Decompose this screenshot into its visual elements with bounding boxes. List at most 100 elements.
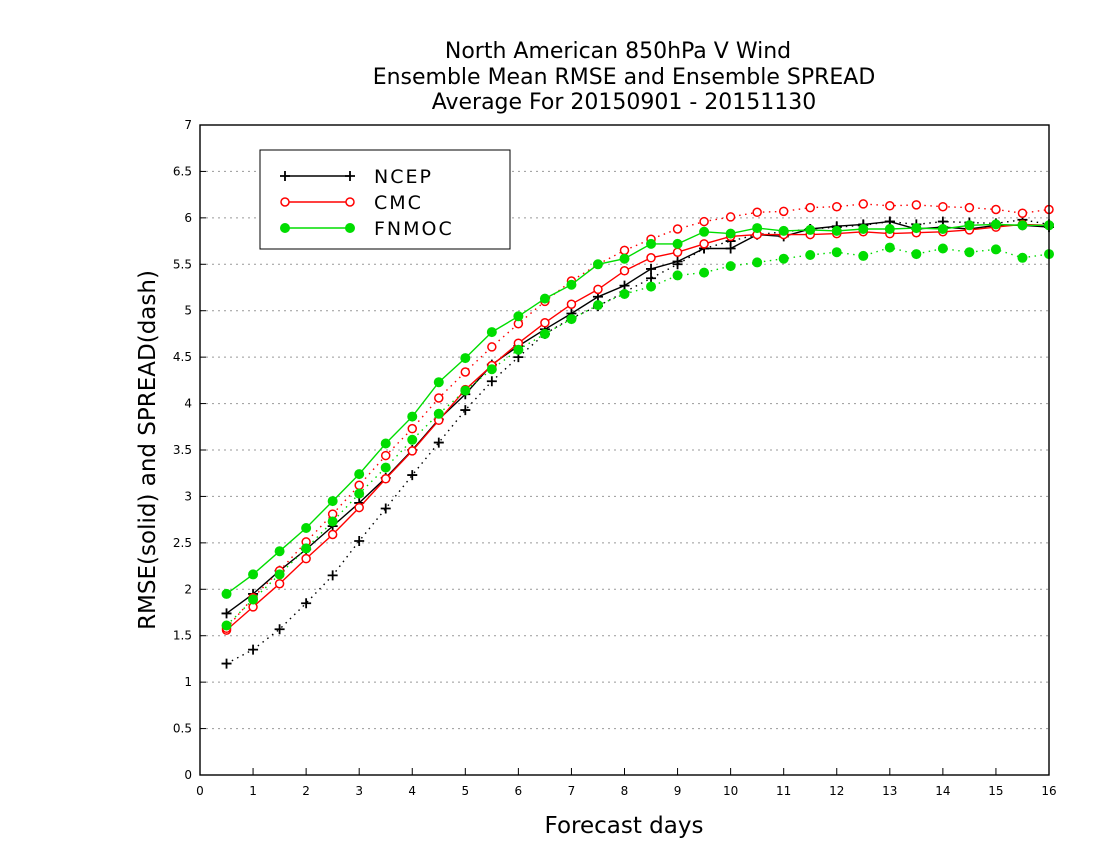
point-cmc-spread-25 [885,201,895,211]
point-fnmoc-spread-8 [433,408,444,419]
line-fnmoc-spread [226,246,1050,627]
point-fnmoc-spread-29 [990,244,1001,255]
y-tick-label-9: 4.5 [173,350,192,364]
y-tick-label-10: 5 [184,304,192,318]
point-ncep-spread-6 [380,503,391,514]
point-fnmoc-spread-26 [911,249,922,260]
point-fnmoc-rmse-9 [460,353,471,364]
point-cmc-rmse-16 [646,253,656,263]
point-fnmoc-rmse-19 [725,228,736,239]
point-fnmoc-spread-28 [964,247,975,258]
point-ncep-spread-7 [407,470,418,481]
point-cmc-spread-20 [752,207,762,218]
point-fnmoc-rmse-18 [699,226,710,237]
y-tick-label-11: 5.5 [173,257,192,271]
x-tick-label-5: 5 [461,784,469,798]
point-cmc-spread-7 [407,423,417,434]
point-cmc-rmse-2 [274,578,285,589]
line-cmc-spread [225,203,1050,629]
point-cmc-spread-10 [487,342,497,352]
point-ncep-rmse-16 [646,263,657,274]
legend-marker-start-cmc [280,197,290,207]
point-fnmoc-rmse-0 [221,588,232,599]
point-ncep-rmse-0 [221,608,232,619]
x-tick-label-13: 13 [882,784,897,798]
point-cmc-spread-26 [911,200,922,210]
point-fnmoc-spread-27 [937,243,948,254]
point-fnmoc-rmse-26 [911,223,922,234]
point-cmc-rmse-12 [540,318,550,328]
title-line-2: Ensemble Mean RMSE and Ensemble SPREAD [373,65,876,90]
y-axis: 0 0.5 1 1.5 2 2.5 3 3.5 4 4.5 5 5.5 6 6.5 7 [173,118,206,782]
point-cmc-spread-21 [778,206,789,217]
point-fnmoc-spread-19 [725,261,736,272]
x-tick-label-9: 9 [674,784,682,798]
y-tick-label-8: 4 [184,397,192,411]
point-fnmoc-rmse-23 [831,225,842,236]
point-fnmoc-spread-7 [407,434,418,445]
point-cmc-spread-24 [858,199,869,209]
point-fnmoc-spread-2 [274,569,285,580]
point-fnmoc-rmse-22 [805,224,816,235]
series-fnmoc-spread [221,242,1054,631]
line-cmc-rmse [226,223,1050,631]
point-ncep-spread-16 [646,273,657,284]
y-tick-label-5: 2.5 [173,536,192,550]
point-fnmoc-rmse-11 [513,311,524,322]
point-fnmoc-spread-14 [592,300,603,311]
point-cmc-spread-8 [434,393,444,403]
point-ncep-spread-5 [354,536,365,546]
point-fnmoc-spread-21 [778,253,789,264]
point-fnmoc-rmse-1 [248,569,259,580]
point-cmc-rmse-3 [301,553,311,564]
y-tick-label-6: 3 [184,489,192,503]
y-tick-label-14: 7 [184,118,192,132]
legend-marker-start-ncep [280,171,290,181]
point-fnmoc-spread-6 [380,462,391,473]
point-fnmoc-spread-3 [301,543,312,554]
x-tick-label-16: 16 [1041,784,1056,798]
legend-label-ncep: NCEP [374,166,433,188]
point-fnmoc-rmse-14 [592,259,603,270]
y-tick-label-2: 1 [184,675,192,689]
point-fnmoc-spread-0 [221,620,232,631]
x-tick-label-0: 0 [196,784,204,798]
point-fnmoc-rmse-7 [407,411,418,422]
point-fnmoc-rmse-16 [646,238,657,249]
point-fnmoc-spread-5 [354,488,365,499]
point-fnmoc-rmse-24 [858,224,869,234]
point-fnmoc-spread-9 [460,385,471,396]
legend-label-cmc: CMC [374,192,423,214]
legend-marker-end-ncep [345,171,355,181]
point-ncep-spread-2 [274,624,285,635]
point-cmc-rmse-7 [407,446,417,456]
point-cmc-spread-18 [699,216,709,227]
y-tick-label-3: 1.5 [173,629,192,643]
point-cmc-spread-17 [672,224,683,234]
point-fnmoc-rmse-25 [884,224,895,234]
point-fnmoc-rmse-8 [433,377,444,388]
y-tick-label-7: 3.5 [173,443,192,457]
line-fnmoc-rmse [226,223,1049,595]
point-fnmoc-rmse-17 [672,238,683,249]
title-line-1: North American 850hPa V Wind [445,39,791,64]
point-fnmoc-spread-30 [1017,252,1028,263]
legend-marker-end-fnmoc [345,223,355,233]
point-cmc-rmse-5 [354,502,364,513]
point-fnmoc-rmse-27 [937,224,948,234]
point-cmc-spread-15 [619,245,630,256]
line-ncep-rmse [226,220,1050,614]
point-cmc-rmse-6 [380,474,391,484]
point-cmc-spread-30 [1017,208,1028,218]
point-fnmoc-rmse-13 [566,279,577,290]
point-fnmoc-rmse-30 [1017,220,1028,231]
point-cmc-spread-27 [938,201,948,212]
legend-box [259,149,511,250]
point-fnmoc-rmse-3 [301,523,312,533]
point-ncep-spread-10 [486,376,497,387]
point-fnmoc-spread-4 [327,516,338,527]
point-cmc-rmse-17 [672,247,683,257]
x-tick-label-15: 15 [988,784,1003,798]
point-cmc-spread-9 [460,367,471,377]
point-fnmoc-spread-22 [805,250,816,260]
